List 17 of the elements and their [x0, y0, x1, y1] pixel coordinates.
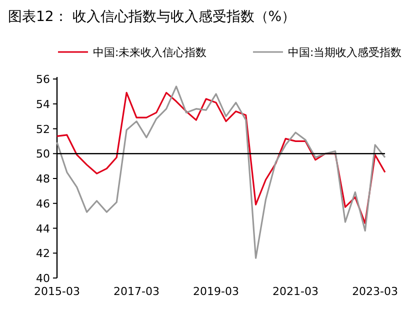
x-tick-label: 2015-03	[34, 285, 80, 298]
y-tick-label: 40	[36, 272, 50, 285]
chart-title: 图表12： 收入信心指数与收入感受指数（%）	[8, 9, 296, 25]
legend-label: 中国:当期收入感受指数	[288, 46, 402, 59]
x-tick-label: 2017-03	[114, 285, 160, 298]
x-tick-label: 2023-03	[352, 285, 398, 298]
y-tick-label: 56	[36, 73, 50, 86]
y-tick-label: 54	[36, 98, 50, 111]
x-tick-label: 2019-03	[193, 285, 240, 298]
y-tick-label: 44	[36, 222, 50, 236]
y-tick-label: 50	[36, 148, 50, 161]
x-tick-label: 2021-03	[272, 285, 319, 298]
y-tick-label: 46	[36, 197, 50, 210]
y-tick-label: 42	[36, 247, 50, 260]
y-tick-label: 48	[36, 172, 50, 186]
y-tick-label: 52	[36, 122, 50, 136]
legend-label: 中国:未来收入信心指数	[93, 46, 207, 59]
